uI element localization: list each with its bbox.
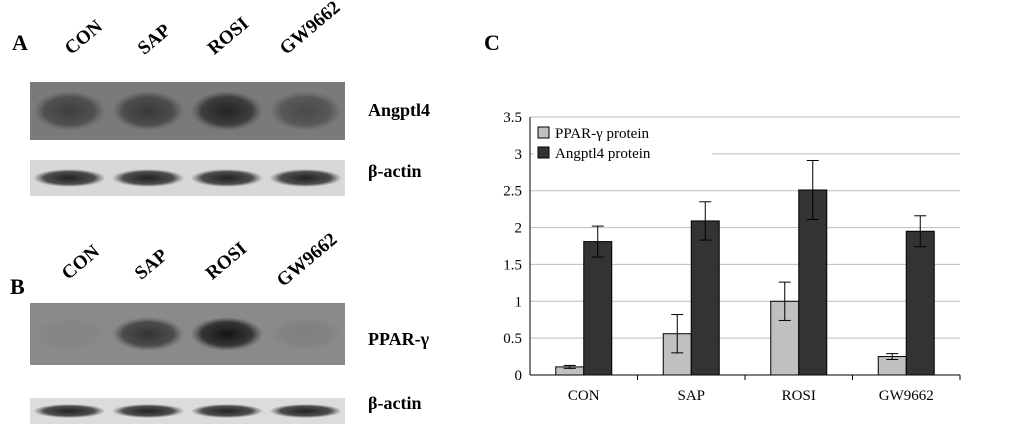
western-blot-angptl4 — [30, 82, 345, 140]
lane-label-a-rosi: ROSI — [203, 13, 253, 60]
western-blot-beta-actin-a — [30, 160, 345, 196]
ppar-gamma-band-0 — [33, 317, 106, 351]
y-tick-label: 0.5 — [503, 331, 522, 347]
protein-label-angptl4: Angptl4 — [368, 100, 431, 120]
legend-swatch-1 — [537, 146, 550, 159]
ppar-gamma-band-1 — [111, 317, 185, 351]
angptl4-band-3 — [269, 91, 342, 131]
x-tick-label: SAP — [677, 388, 705, 404]
y-tick-label: 1 — [515, 294, 523, 310]
x-tick-label: CON — [568, 388, 600, 404]
angptl4-band-0 — [33, 91, 106, 131]
beta-actin-a-band-2 — [190, 169, 264, 187]
panel-letter-b: B — [10, 274, 25, 299]
lane-label-b-gw9662: GW9662 — [272, 229, 342, 292]
lane-label-b-sap: SAP — [130, 245, 172, 285]
western-blot-ppar-gamma — [30, 303, 345, 365]
bar-1-2 — [798, 189, 828, 376]
x-tick-label: ROSI — [782, 388, 816, 404]
y-tick-label: 1.5 — [503, 257, 522, 273]
legend-swatch-0 — [537, 126, 550, 139]
beta-actin-a-band-1 — [111, 169, 185, 187]
beta-actin-b-band-3 — [269, 404, 342, 418]
protein-label-ppar-gamma: PPAR-γ — [368, 329, 430, 349]
lane-label-a-gw9662: GW9662 — [275, 0, 345, 60]
lane-label-a-con: CON — [60, 15, 107, 60]
beta-actin-b-band-0 — [33, 404, 106, 418]
legend-label-0: PPAR-γ protein — [555, 126, 650, 142]
beta-actin-b-band-2 — [190, 404, 264, 418]
western-blot-beta-actin-b — [30, 398, 345, 424]
protein-label-beta-actin-b: β-actin — [368, 393, 422, 413]
legend-label-1: Angptl4 protein — [555, 146, 651, 162]
panel-letter-c: C — [484, 30, 500, 55]
angptl4-band-1 — [111, 91, 185, 131]
beta-actin-a-band-0 — [33, 169, 106, 187]
bar-1-1 — [690, 220, 720, 376]
protein-label-beta-actin-a: β-actin — [368, 161, 422, 181]
y-tick-label: 3 — [515, 147, 523, 163]
legend-box — [534, 121, 712, 167]
y-tick-label: 2.5 — [503, 184, 522, 200]
beta-actin-b-band-1 — [111, 404, 185, 418]
bar-chart: 0 0.5 1 1.5 2 2.5 3 3.5 CON SAP ROSI GW9662 PPAR-γ p… — [503, 110, 961, 404]
beta-actin-a-band-3 — [269, 169, 342, 187]
lane-label-b-rosi: ROSI — [201, 238, 251, 285]
y-tick-label: 0 — [515, 368, 523, 384]
ppar-gamma-band-3 — [269, 317, 342, 351]
lane-label-b-con: CON — [57, 240, 104, 285]
angptl4-band-2 — [190, 91, 264, 131]
y-tick-label: 2 — [515, 221, 523, 237]
lane-label-a-sap: SAP — [133, 20, 175, 60]
y-tick-label: 3.5 — [503, 110, 522, 126]
bar-1-0 — [583, 241, 613, 376]
bar-1-3 — [905, 230, 935, 376]
panel-letter-a: A — [12, 30, 28, 55]
ppar-gamma-band-2 — [190, 317, 264, 351]
x-tick-label: GW9662 — [879, 388, 934, 404]
